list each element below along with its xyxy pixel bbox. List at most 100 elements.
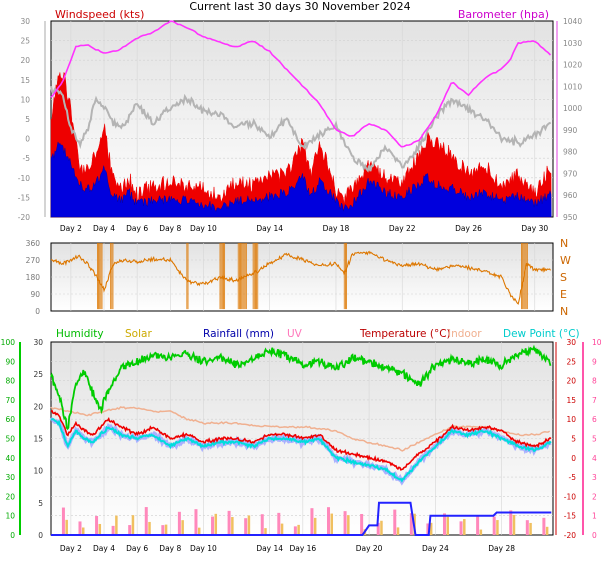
humidity-tick-label: 0 xyxy=(10,531,15,540)
direction-tick-label: 270 xyxy=(26,256,41,265)
uv-tick-label: 8 xyxy=(592,377,597,386)
rain-tick-label: 15 xyxy=(33,435,43,444)
legend-entry: UV xyxy=(287,328,303,340)
barometer-axis-title: Barometer (hpa) xyxy=(458,8,549,21)
temperature-tick-label: -15 xyxy=(564,512,576,521)
solar-bar xyxy=(148,521,151,535)
wind-tick-label: 30 xyxy=(20,17,30,26)
uv-bar xyxy=(393,509,397,535)
uv-tick-label: 4 xyxy=(592,454,597,463)
solar-bar xyxy=(463,519,466,535)
solar-bar xyxy=(65,519,68,535)
rainfall-series-line xyxy=(51,501,552,536)
x-tick-label: Day 8 xyxy=(159,224,181,233)
direction-tick-label: 360 xyxy=(26,239,41,248)
temperature-tick-label: 0 xyxy=(571,454,576,463)
temperature-tick-label: -5 xyxy=(569,473,577,482)
barometer-tick-label: 990 xyxy=(563,126,578,135)
temperature-series-line xyxy=(50,409,552,471)
x-tick-label: Day 24 xyxy=(422,544,449,553)
humidity-tick-label: 100 xyxy=(1,338,16,347)
uv-bar xyxy=(128,525,132,535)
uv-bar xyxy=(61,507,65,535)
direction-tick-label: 0 xyxy=(35,307,40,316)
uv-bar xyxy=(211,516,215,535)
solar-bar xyxy=(429,522,433,535)
uv-bar xyxy=(542,517,546,535)
compass-tick-label: W xyxy=(560,254,571,267)
solar-bar xyxy=(131,515,135,535)
rain-tick-label: 25 xyxy=(33,370,43,379)
uv-tick-label: 9 xyxy=(592,357,597,366)
direction-tick-label: 180 xyxy=(26,273,41,282)
rain-tick-label: 0 xyxy=(38,531,43,540)
uv-tick-label: 3 xyxy=(592,473,597,482)
humidity-tick-label: 30 xyxy=(5,473,15,482)
dew-point-series-line xyxy=(50,418,552,483)
solar-bar xyxy=(98,523,102,535)
uv-bar xyxy=(327,507,331,535)
x-tick-label: Day 28 xyxy=(488,544,515,553)
uv-bar xyxy=(360,513,364,535)
rain-tick-label: 10 xyxy=(33,467,43,476)
x-tick-label: Day 6 xyxy=(126,224,148,233)
barometer-series-line xyxy=(50,20,552,148)
solar-bar xyxy=(214,513,218,535)
uv-bar xyxy=(260,514,264,535)
uv-bar xyxy=(476,515,480,535)
uv-bar xyxy=(194,509,198,535)
legend-entry: Temperature (°C) xyxy=(359,328,451,340)
uv-tick-label: 10 xyxy=(592,338,602,347)
temperature-tick-label: -20 xyxy=(564,531,576,540)
humidity-tick-label: 60 xyxy=(5,415,15,424)
solar-bar xyxy=(496,520,499,535)
uv-bar xyxy=(161,525,165,535)
uv-tick-label: 7 xyxy=(592,396,597,405)
uv-bar xyxy=(277,512,281,535)
solar-bar xyxy=(512,514,516,535)
solar-bar xyxy=(297,524,300,535)
legend-entry: Solar xyxy=(125,328,152,340)
x-tick-label: Day 10 xyxy=(190,224,217,233)
barometer-tick-label: 960 xyxy=(563,191,578,200)
rain-tick-label: 5 xyxy=(38,499,43,508)
solar-bar xyxy=(181,520,184,535)
solar-bar xyxy=(479,529,483,535)
uv-bar xyxy=(95,515,99,535)
solar-bar xyxy=(115,515,118,535)
x-tick-label: Day 14 xyxy=(256,224,283,233)
temperature-tick-label: -10 xyxy=(564,492,576,501)
solar-bar xyxy=(529,522,532,535)
uv-tick-label: 5 xyxy=(592,435,597,444)
barometer-tick-label: 1000 xyxy=(563,104,582,113)
uv-bar xyxy=(376,522,380,535)
uv-bar xyxy=(293,526,297,535)
legend-entry: Rainfall (mm) xyxy=(203,328,274,340)
solar-bar xyxy=(280,523,284,535)
chart-main-title: Current last 30 days 30 November 2024 xyxy=(189,0,410,13)
solar-bar xyxy=(347,515,350,535)
temperature-tick-label: 20 xyxy=(566,377,576,386)
temperature-tick-label: 15 xyxy=(566,396,576,405)
compass-tick-label: S xyxy=(560,271,567,284)
barometer-tick-label: 1020 xyxy=(563,61,582,70)
x-tick-label: Day 2 xyxy=(60,224,82,233)
humidity-tick-label: 90 xyxy=(5,357,15,366)
solar-bar xyxy=(264,528,267,535)
barometer-tick-label: 970 xyxy=(563,169,578,178)
wind-tick-label: -10 xyxy=(18,174,30,183)
wind-tick-label: 5 xyxy=(25,115,30,124)
x-tick-label: Day 14 xyxy=(256,544,283,553)
solar-bar xyxy=(380,520,383,535)
x-tick-label: Day 10 xyxy=(190,544,217,553)
uv-bar xyxy=(509,510,513,535)
windspeed-series-area xyxy=(50,140,552,218)
solar-bar xyxy=(330,513,334,535)
barometer-tick-label: 950 xyxy=(563,213,578,222)
direction-panel-plot-area xyxy=(50,242,554,312)
wind-tick-label: -20 xyxy=(18,213,30,222)
solar-bar xyxy=(81,527,85,535)
wind-tick-label: 25 xyxy=(20,37,30,46)
